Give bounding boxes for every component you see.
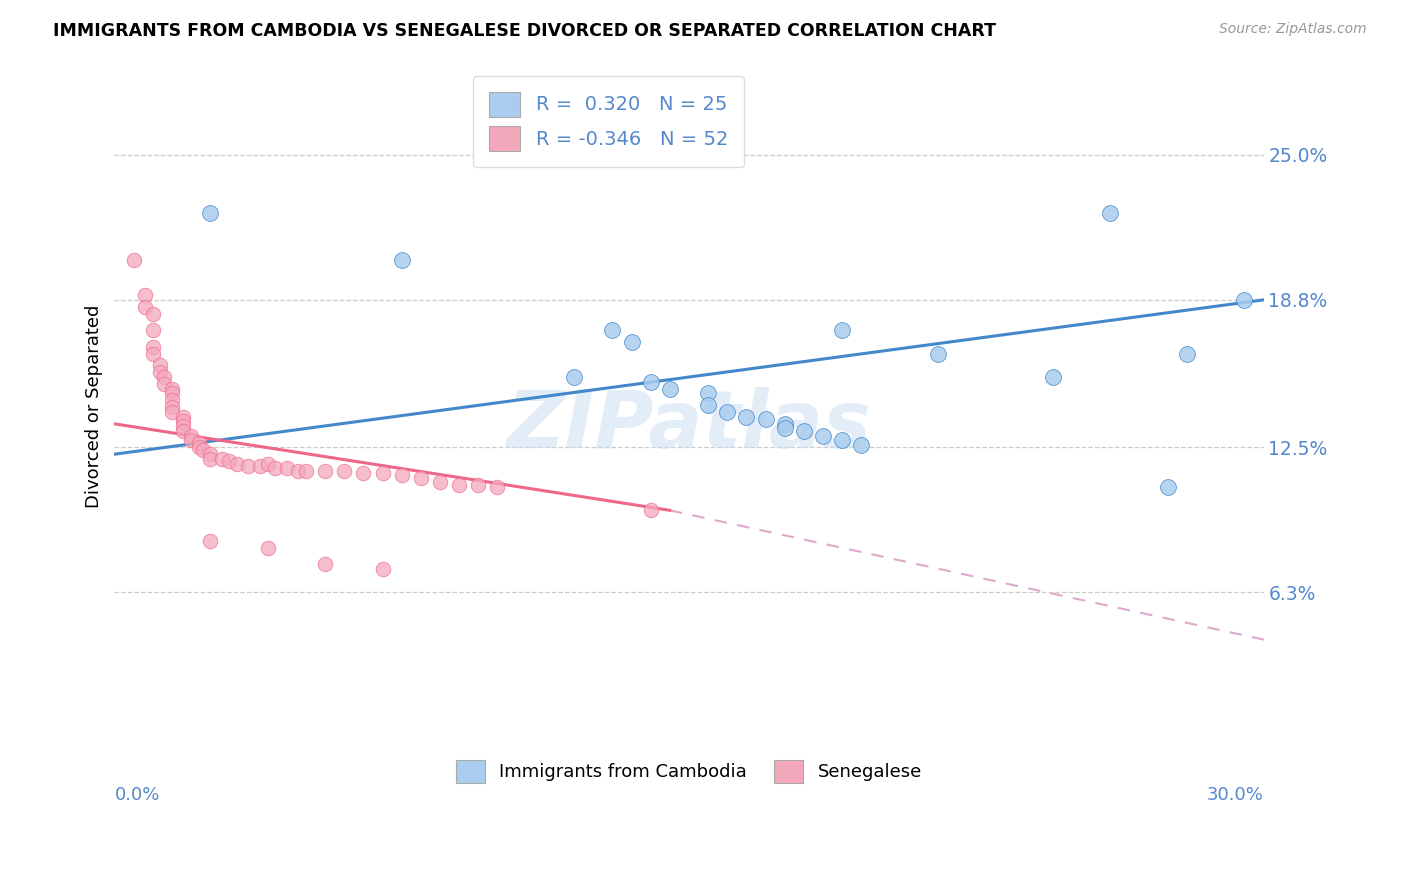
Point — [180, 433, 202, 447]
Point — [226, 457, 249, 471]
Point — [218, 454, 240, 468]
Point — [851, 438, 873, 452]
Point — [735, 409, 758, 424]
Point — [198, 533, 221, 548]
Legend: Immigrants from Cambodia, Senegalese: Immigrants from Cambodia, Senegalese — [441, 745, 936, 797]
Point — [191, 442, 214, 457]
Point — [211, 451, 233, 466]
Point — [149, 365, 172, 379]
Point — [793, 424, 815, 438]
Point — [1233, 293, 1256, 307]
Point — [198, 206, 221, 220]
Point — [314, 464, 336, 478]
Point — [134, 288, 156, 302]
Point — [160, 382, 183, 396]
Point — [811, 428, 834, 442]
Point — [562, 370, 585, 384]
Point — [187, 440, 209, 454]
Text: 0.0%: 0.0% — [114, 786, 160, 805]
Point — [467, 477, 489, 491]
Point — [256, 541, 278, 555]
Point — [640, 503, 662, 517]
Point — [287, 464, 309, 478]
Point — [773, 421, 796, 435]
Point — [486, 480, 509, 494]
Point — [449, 477, 471, 491]
Point — [142, 346, 165, 360]
Point — [658, 382, 681, 396]
Point — [1042, 370, 1064, 384]
Point — [755, 412, 778, 426]
Point — [831, 433, 853, 447]
Point — [429, 475, 451, 490]
Point — [172, 409, 194, 424]
Point — [198, 451, 221, 466]
Point — [172, 415, 194, 429]
Point — [172, 424, 194, 438]
Point — [160, 401, 183, 415]
Point — [773, 417, 796, 431]
Y-axis label: Divorced or Separated: Divorced or Separated — [86, 304, 103, 508]
Point — [187, 435, 209, 450]
Point — [716, 405, 738, 419]
Text: IMMIGRANTS FROM CAMBODIA VS SENEGALESE DIVORCED OR SEPARATED CORRELATION CHART: IMMIGRANTS FROM CAMBODIA VS SENEGALESE D… — [53, 22, 997, 40]
Point — [697, 386, 720, 401]
Point — [371, 466, 394, 480]
Point — [352, 466, 374, 480]
Point — [927, 346, 949, 360]
Point — [1175, 346, 1198, 360]
Point — [122, 253, 145, 268]
Point — [697, 398, 720, 412]
Point — [264, 461, 287, 475]
Point — [620, 334, 643, 349]
Point — [409, 470, 432, 484]
Point — [256, 457, 278, 471]
Text: Source: ZipAtlas.com: Source: ZipAtlas.com — [1219, 22, 1367, 37]
Point — [391, 253, 413, 268]
Point — [295, 464, 318, 478]
Text: ZIPatlas: ZIPatlas — [506, 387, 872, 466]
Point — [391, 468, 413, 483]
Text: 30.0%: 30.0% — [1206, 786, 1264, 805]
Point — [149, 359, 172, 373]
Point — [1099, 206, 1122, 220]
Point — [314, 557, 336, 571]
Point — [142, 323, 165, 337]
Point — [276, 461, 298, 475]
Point — [160, 386, 183, 401]
Point — [198, 447, 221, 461]
Point — [180, 428, 202, 442]
Point — [134, 300, 156, 314]
Point — [371, 562, 394, 576]
Point — [1157, 480, 1180, 494]
Point — [160, 405, 183, 419]
Point — [160, 393, 183, 408]
Point — [153, 377, 176, 392]
Point — [238, 458, 260, 473]
Point — [640, 375, 662, 389]
Point — [153, 370, 176, 384]
Point — [602, 323, 624, 337]
Point — [142, 340, 165, 354]
Point — [831, 323, 853, 337]
Point — [249, 458, 271, 473]
Point — [142, 307, 165, 321]
Point — [172, 419, 194, 434]
Point — [333, 464, 356, 478]
